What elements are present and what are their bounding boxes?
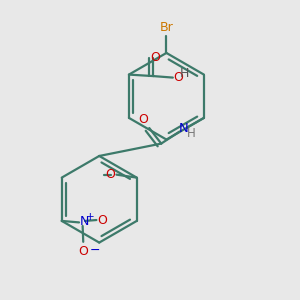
Text: H: H [187,127,196,140]
Text: O: O [173,71,183,84]
Text: O: O [78,245,88,258]
Text: N: N [80,215,89,228]
Text: Br: Br [160,20,173,34]
Text: N: N [179,122,188,135]
Text: O: O [105,168,115,181]
Text: H: H [179,67,189,80]
Text: −: − [89,244,100,256]
Text: +: + [86,212,95,222]
Text: O: O [150,51,160,64]
Text: O: O [98,214,107,226]
Text: O: O [138,113,148,126]
